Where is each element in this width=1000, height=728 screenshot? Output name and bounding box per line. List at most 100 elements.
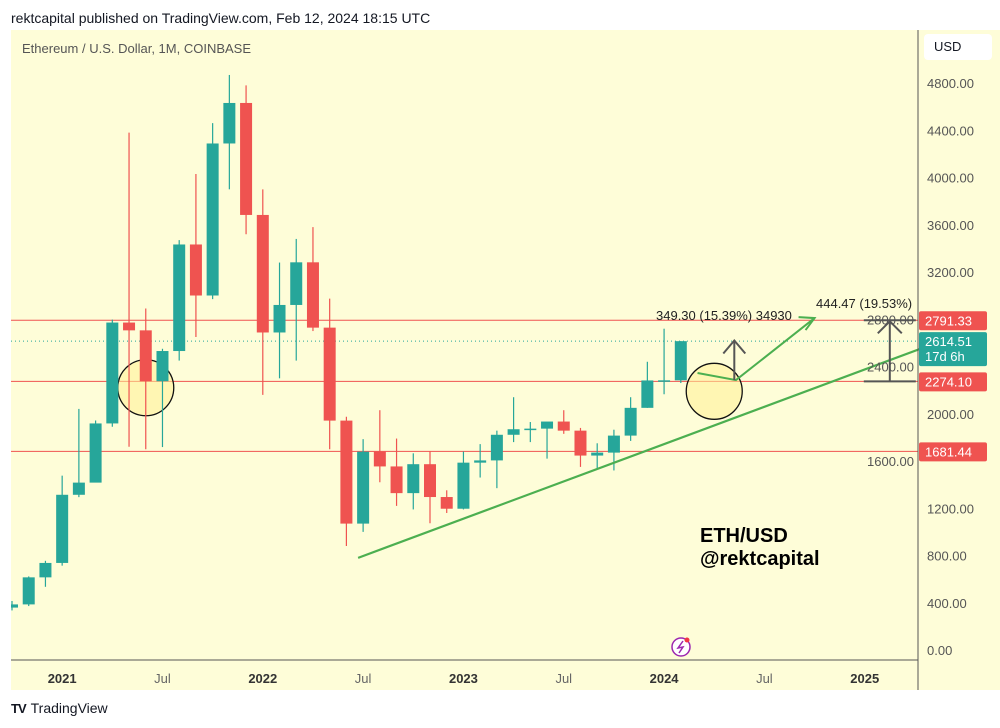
- price-tick-label: 1200.00: [927, 501, 974, 516]
- candle: [641, 361, 654, 408]
- price-tick-label: 800.00: [927, 549, 967, 564]
- candle: [424, 451, 436, 524]
- candle-body: [474, 460, 487, 463]
- level-price-badge-text: 2274.10: [925, 374, 972, 389]
- candle-body: [357, 451, 370, 524]
- time-tick-label: 2025: [850, 671, 879, 686]
- candle-body: [674, 341, 687, 381]
- time-tick-label: Jul: [355, 671, 372, 686]
- time-tick-label: Jul: [154, 671, 171, 686]
- candle-body: [323, 327, 336, 421]
- level-price-badge-text: 2791.33: [925, 313, 972, 328]
- candle: [156, 348, 169, 448]
- candle-body: [273, 304, 286, 333]
- candle: [557, 410, 570, 434]
- candle: [390, 438, 403, 506]
- published-header: rektcapital published on TradingView.com…: [11, 10, 431, 26]
- symbol-title: Ethereum / U.S. Dollar, 1M, COINBASE: [22, 41, 252, 56]
- measure-label: 444.47 (19.53%): [816, 296, 912, 311]
- candle-body: [89, 423, 102, 483]
- candle-body: [22, 577, 35, 605]
- level-price-badge: [919, 372, 987, 392]
- candle-body: [607, 435, 620, 453]
- brand-label: TradingView: [30, 700, 108, 716]
- candle: [674, 341, 687, 384]
- candle-body: [591, 452, 604, 456]
- candle-body: [189, 244, 202, 296]
- projection-arrow: [697, 317, 816, 382]
- annotation-label: 349.30 (15.39%) 34930: [656, 308, 792, 323]
- time-tick-label: Jul: [756, 671, 773, 686]
- tradingview-brand[interactable]: TV TradingView: [11, 700, 108, 716]
- level-price-badge-text: 1681.44: [925, 444, 972, 459]
- candle-body: [457, 462, 470, 509]
- candle-body: [658, 380, 671, 382]
- level-price-badge: [919, 442, 987, 462]
- candle: [507, 397, 520, 443]
- candle: [474, 444, 487, 478]
- candle: [490, 430, 503, 489]
- price-tick-label: 1600.00: [867, 454, 914, 469]
- watermark-pair: ETH/USD: [700, 525, 788, 547]
- candle: [306, 227, 319, 332]
- candle-body: [173, 244, 186, 352]
- price-tick-label: 4800.00: [927, 76, 974, 91]
- last-price-badge-text: 17d 6h: [925, 349, 965, 364]
- candle: [256, 189, 269, 395]
- time-tick-label: Jul: [555, 671, 572, 686]
- candle: [123, 132, 136, 447]
- tradingview-logo-icon: TV: [11, 700, 27, 716]
- candle-body: [557, 421, 570, 431]
- price-tick-label: 2000.00: [927, 407, 974, 422]
- price-tick-label: 3600.00: [927, 218, 974, 233]
- level-price-badge: [919, 311, 987, 331]
- candle: [11, 600, 18, 611]
- candlestick-chart[interactable]: 444.47 (19.53%) 349.30 (15.39%) 34930 4800…: [11, 30, 1000, 690]
- candle: [323, 298, 336, 450]
- time-tick-label: 2021: [48, 671, 77, 686]
- candle: [524, 422, 537, 443]
- candle: [273, 262, 286, 379]
- candle-body: [11, 604, 18, 608]
- candle: [39, 560, 52, 587]
- candle: [240, 85, 253, 235]
- candle-body: [39, 562, 52, 578]
- candle-body: [541, 421, 554, 429]
- time-tick-label: 2022: [248, 671, 277, 686]
- candle-body: [306, 262, 319, 328]
- candle-body: [256, 214, 269, 333]
- candle-body: [507, 429, 520, 435]
- candle: [357, 439, 370, 532]
- currency-button[interactable]: USD: [924, 34, 992, 60]
- candle: [89, 420, 102, 483]
- candle-body: [641, 380, 654, 408]
- candle-body: [290, 262, 303, 305]
- highlight-circle: [685, 362, 743, 420]
- candle: [541, 421, 554, 459]
- candle-body: [106, 322, 119, 424]
- candle: [206, 123, 219, 300]
- candle: [72, 408, 85, 498]
- candle: [139, 308, 152, 450]
- candle: [106, 319, 119, 427]
- candle: [658, 328, 671, 395]
- price-tick-label: 4400.00: [927, 123, 974, 138]
- candle: [290, 238, 303, 361]
- candle-body: [56, 494, 69, 563]
- price-tick-label: 0.00: [927, 643, 952, 658]
- price-tick-label: 400.00: [927, 596, 967, 611]
- candle: [440, 490, 453, 513]
- chart-frame[interactable]: 444.47 (19.53%) 349.30 (15.39%) 34930 4800…: [11, 30, 1000, 690]
- trendline: [357, 344, 931, 559]
- candle: [56, 475, 69, 566]
- candle-body: [123, 322, 136, 331]
- candle-body: [156, 351, 169, 382]
- candle-body: [424, 464, 436, 498]
- events-notification-dot: [684, 637, 690, 643]
- candle-body: [223, 102, 236, 144]
- last-price-badge-text: 2614.51: [925, 334, 972, 349]
- watermark-handle: @rektcapital: [700, 548, 820, 570]
- candle-body: [206, 143, 219, 296]
- candle-body: [407, 464, 420, 494]
- price-tick-label: 3200.00: [927, 265, 974, 280]
